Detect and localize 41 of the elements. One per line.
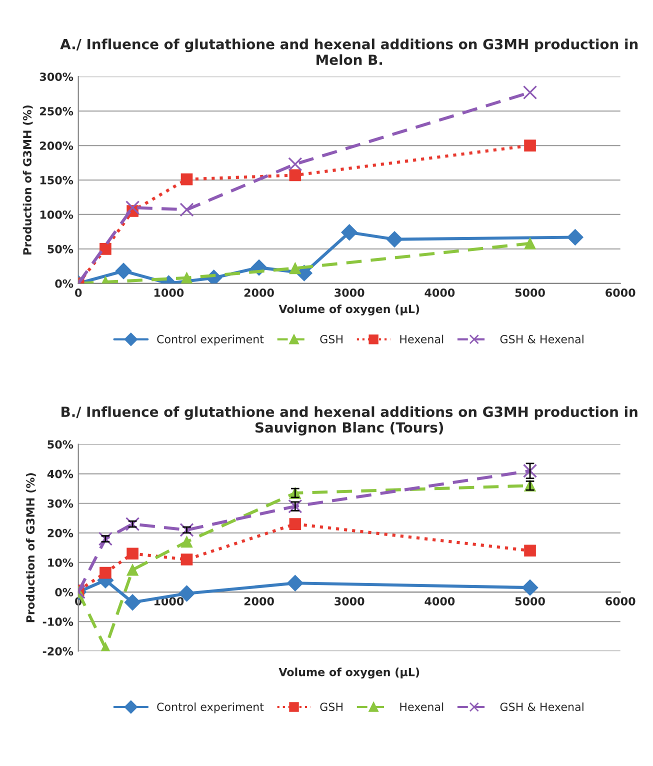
y-tick-label: 300% [40,72,74,81]
chart-title: B./ Influence of glutathione and hexenal additions on G3MH production in Sauvignon Blanc (Tours) [62,406,638,436]
x-tick-label: 3000 [334,288,364,297]
y-tick-label: 0% [55,279,74,288]
legend-label: Control experiment [157,334,264,346]
y-tick-label: -10% [42,618,74,626]
legend-label: Control experiment [157,702,264,714]
x-axis-title: Volume of oxygen (µL) [278,304,420,316]
y-tick-label: 30% [48,499,74,508]
x-axis-title: Volume of oxygen (µL) [278,668,420,678]
y-axis-title: Production of G3MH (%) [26,473,36,622]
legend-label: Hexenal [400,334,444,344]
y-tick-label: 40% [47,470,74,478]
y-tick-label: 10% [48,558,74,567]
y-tick-label: 20% [48,528,74,538]
x-tick-label: 3000 [334,597,364,606]
y-tick-label: 0% [55,588,74,596]
y-tick-label: 250% [40,107,74,116]
x-tick-label: 5000 [515,288,545,297]
legend-label: GSH [320,334,342,344]
x-tick-label: 2000 [244,288,274,297]
legend-label: Hexenal [400,702,444,712]
legend-label: GSH & Hexenal [500,702,584,712]
y-tick-label: 100% [40,210,74,219]
x-tick-label: 2000 [244,597,274,606]
x-tick-label: 0 [75,288,82,297]
y-tick-label: 50% [48,244,74,254]
x-tick-label: 5000 [515,597,545,606]
y-tick-label: 50% [48,440,74,449]
legend-label: GSH [320,702,342,712]
x-tick-label: 6000 [606,288,636,297]
legend-label: GSH & Hexenal [500,334,584,344]
x-tick-label: 4000 [424,597,455,606]
y-tick-label: -20% [42,647,74,656]
y-tick-label: 200% [40,142,74,150]
chart-title: A./ Influence of glutathione and hexenal additions on G3MH production in Melon B. [60,38,638,66]
x-tick-label: 4000 [424,288,455,297]
x-tick-label: 1000 [154,288,184,297]
y-axis-title: Production of G3MH (%) [22,105,33,254]
y-tick-label: 150% [40,176,74,184]
x-tick-label: 6000 [606,597,636,606]
